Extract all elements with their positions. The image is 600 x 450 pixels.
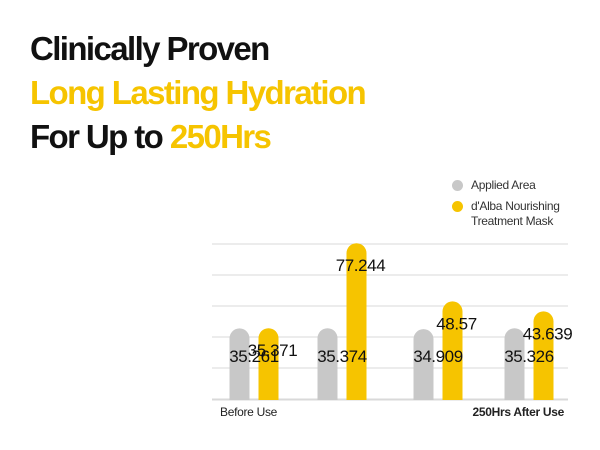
legend-item-mask: d'Alba Nourishing Treatment Mask bbox=[452, 199, 560, 229]
data-label-treatment-mask: 48.57 bbox=[436, 314, 477, 333]
legend-swatch-mask bbox=[452, 201, 463, 212]
legend-label-mask: d'Alba Nourishing Treatment Mask bbox=[471, 199, 560, 229]
data-label-applied-area: 35.326 bbox=[504, 347, 554, 366]
headline: Clinically Proven Long Lasting Hydration… bbox=[30, 30, 367, 164]
legend-swatch-applied-area bbox=[452, 180, 463, 191]
legend-label-applied-area: Applied Area bbox=[471, 178, 536, 193]
headline-line-1: Clinically Proven bbox=[30, 30, 270, 67]
bar-treatment-mask bbox=[258, 328, 279, 400]
headline-line-3-prefix: For Up to bbox=[30, 118, 170, 155]
legend-label-line: Treatment Mask bbox=[471, 214, 554, 228]
chart-legend: Applied Area d'Alba Nourishing Treatment… bbox=[452, 178, 560, 235]
bar-treatment-mask bbox=[346, 243, 367, 400]
x-axis-label-after-use: 250Hrs After Use bbox=[472, 405, 565, 419]
x-axis-label-before-use: Before Use bbox=[220, 405, 278, 419]
bar-treatment-mask bbox=[442, 301, 463, 400]
bar-applied-area bbox=[413, 329, 434, 400]
data-label-treatment-mask: 43.639 bbox=[523, 324, 573, 343]
data-label-applied-area: 35.374 bbox=[317, 347, 367, 366]
bar-applied-area bbox=[317, 328, 338, 400]
data-label-applied-area: 35.261 bbox=[229, 347, 279, 366]
headline-line-3: For Up to 250Hrs bbox=[30, 120, 365, 164]
legend-label-line: d'Alba Nourishing bbox=[471, 199, 560, 213]
data-label-treatment-mask: 35.371 bbox=[248, 341, 298, 360]
bar-treatment-mask bbox=[533, 311, 554, 400]
data-label-applied-area: 34.909 bbox=[413, 347, 463, 366]
headline-line-3-highlight: 250Hrs bbox=[169, 118, 272, 155]
legend-label-line: Applied Area bbox=[471, 178, 536, 192]
bar-applied-area bbox=[504, 328, 525, 400]
data-label-treatment-mask: 77.244 bbox=[336, 256, 386, 275]
bar-applied-area bbox=[229, 328, 250, 400]
headline-line-2: Long Lasting Hydration bbox=[30, 74, 367, 111]
legend-item-applied-area: Applied Area bbox=[452, 178, 560, 193]
